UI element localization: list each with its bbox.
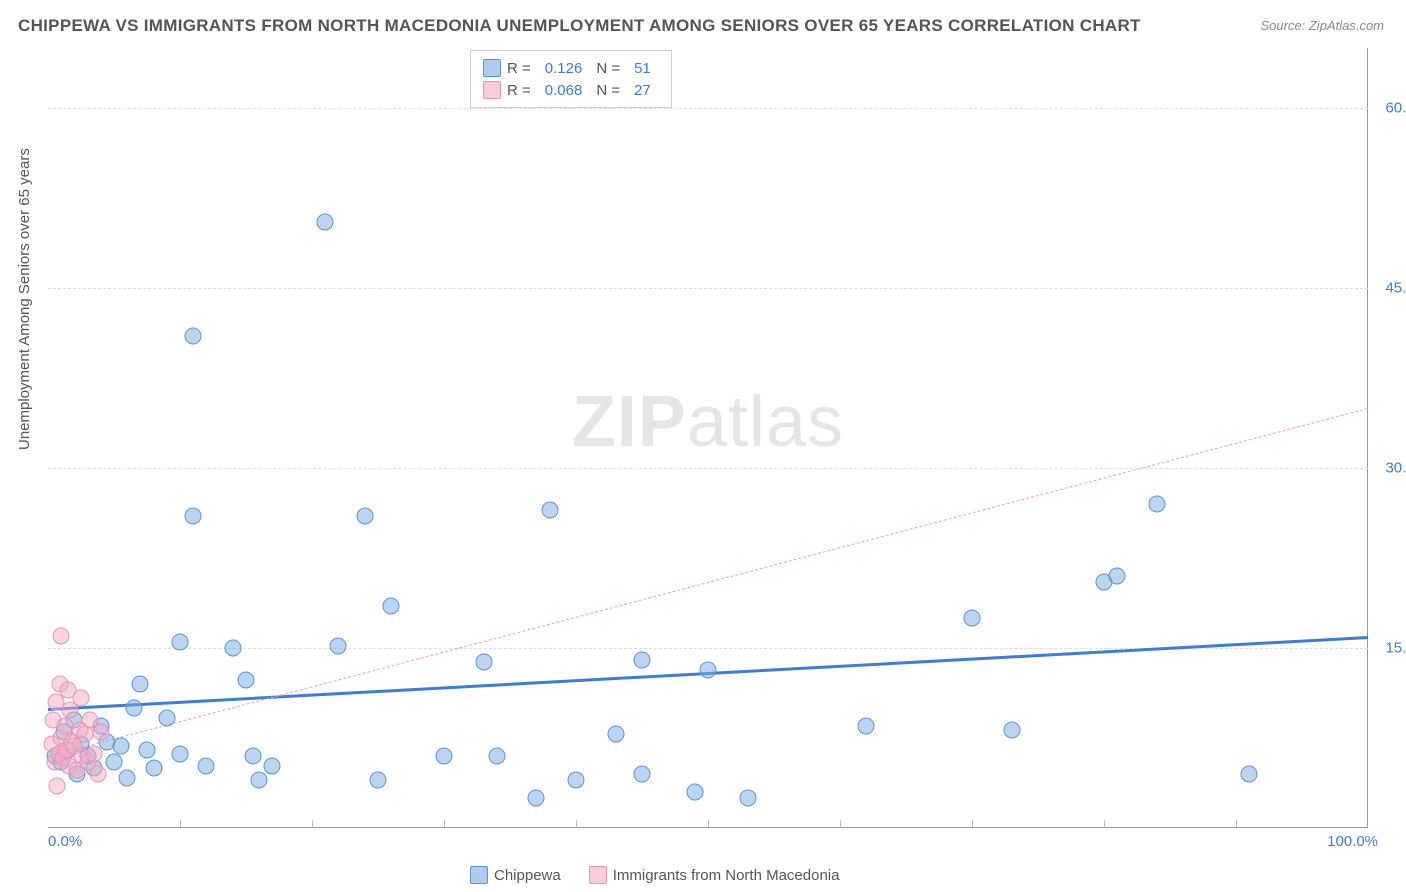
data-point-macedonia [53, 628, 70, 645]
data-point-chippewa [528, 790, 545, 807]
legend-item-macedonia: Immigrants from North Macedonia [589, 866, 840, 884]
data-point-chippewa [238, 672, 255, 689]
x-tick [1236, 820, 1237, 828]
data-point-chippewa [330, 637, 347, 654]
swatch-blue [483, 59, 501, 77]
x-tick [708, 820, 709, 828]
data-point-chippewa [224, 640, 241, 657]
trend-line-macedonia [48, 408, 1368, 757]
data-point-chippewa [1241, 766, 1258, 783]
data-point-chippewa [1003, 721, 1020, 738]
data-point-macedonia [86, 745, 103, 762]
data-point-chippewa [158, 709, 175, 726]
y-tick-label: 60.0% [1385, 100, 1406, 117]
legend-row-chippewa: R = 0.126 N = 51 [483, 57, 659, 79]
data-point-chippewa [251, 772, 268, 789]
data-point-chippewa [185, 328, 202, 345]
data-point-chippewa [634, 652, 651, 669]
data-point-chippewa [198, 757, 215, 774]
gridline [48, 108, 1368, 109]
data-point-chippewa [145, 760, 162, 777]
data-point-chippewa [244, 748, 261, 765]
y-tick-label: 15.0% [1385, 640, 1406, 657]
data-point-macedonia [90, 766, 107, 783]
data-point-chippewa [475, 654, 492, 671]
data-point-chippewa [264, 757, 281, 774]
legend-item-chippewa: Chippewa [470, 866, 561, 884]
data-point-chippewa [436, 748, 453, 765]
data-point-macedonia [92, 724, 109, 741]
data-point-chippewa [119, 769, 136, 786]
data-point-chippewa [488, 748, 505, 765]
data-point-chippewa [112, 738, 129, 755]
swatch-pink-icon [589, 866, 607, 884]
data-point-chippewa [132, 676, 149, 693]
series-legend: Chippewa Immigrants from North Macedonia [470, 866, 857, 884]
y-axis-label: Unemployment Among Seniors over 65 years [16, 148, 33, 450]
data-point-chippewa [356, 508, 373, 525]
data-point-chippewa [607, 726, 624, 743]
x-max-tick-label: 100.0% [1327, 833, 1378, 850]
data-point-chippewa [370, 772, 387, 789]
source-attribution: Source: ZipAtlas.com [1260, 18, 1384, 33]
chart-title: CHIPPEWA VS IMMIGRANTS FROM NORTH MACEDO… [18, 16, 1141, 36]
gridline [48, 468, 1368, 469]
y-tick-label: 30.0% [1385, 460, 1406, 477]
data-point-chippewa [964, 610, 981, 627]
x-tick [576, 820, 577, 828]
data-point-macedonia [73, 690, 90, 707]
x-tick [1104, 820, 1105, 828]
data-point-chippewa [858, 718, 875, 735]
data-point-chippewa [317, 214, 334, 231]
watermark: ZIPatlas [572, 381, 844, 463]
x-tick [312, 820, 313, 828]
data-point-chippewa [139, 742, 156, 759]
x-tick [840, 820, 841, 828]
correlation-legend: R = 0.126 N = 51 R = 0.068 N = 27 [470, 50, 672, 108]
data-point-chippewa [383, 598, 400, 615]
data-point-chippewa [1148, 496, 1165, 513]
y-tick-label: 45.0% [1385, 280, 1406, 297]
chart-plot-area: ZIPatlas 15.0%30.0%45.0%60.0% 0.0% 100.0… [48, 48, 1368, 828]
x-min-tick-label: 0.0% [48, 833, 82, 850]
data-point-chippewa [686, 784, 703, 801]
data-point-chippewa [739, 790, 756, 807]
gridline [48, 288, 1368, 289]
data-point-chippewa [106, 754, 123, 771]
y-axis [1367, 48, 1368, 828]
data-point-chippewa [172, 745, 189, 762]
data-point-chippewa [541, 502, 558, 519]
data-point-chippewa [568, 772, 585, 789]
legend-row-macedonia: R = 0.068 N = 27 [483, 79, 659, 101]
data-point-chippewa [125, 700, 142, 717]
data-point-chippewa [185, 508, 202, 525]
x-tick [972, 820, 973, 828]
x-tick [444, 820, 445, 828]
swatch-pink [483, 81, 501, 99]
data-point-macedonia [49, 778, 66, 795]
data-point-chippewa [1109, 568, 1126, 585]
data-point-chippewa [172, 634, 189, 651]
data-point-chippewa [700, 661, 717, 678]
data-point-chippewa [634, 766, 651, 783]
x-tick [180, 820, 181, 828]
swatch-blue-icon [470, 866, 488, 884]
